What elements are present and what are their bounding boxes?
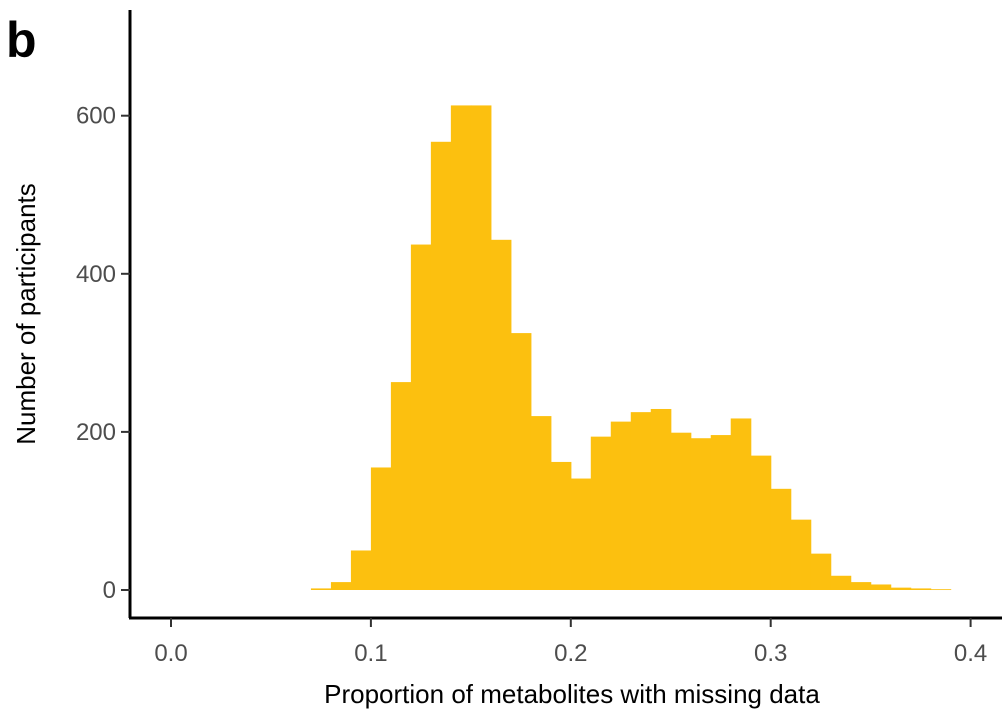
histogram-bar — [910, 588, 932, 590]
histogram-bar — [590, 436, 612, 590]
histogram-bar — [750, 455, 772, 590]
histogram-bars — [310, 105, 952, 591]
histogram-bar — [870, 584, 892, 590]
x-tick-label: 0.0 — [154, 640, 187, 667]
histogram-bar — [330, 582, 352, 590]
histogram-bar — [510, 333, 532, 590]
histogram-bar — [570, 478, 592, 590]
histogram-bar — [490, 239, 512, 590]
histogram-bar — [310, 588, 332, 590]
histogram-bar — [770, 488, 792, 590]
x-tick-label: 0.2 — [554, 640, 587, 667]
y-axis-title: Number of participants — [11, 183, 41, 445]
histogram-bar — [550, 461, 572, 590]
histogram-bar — [370, 467, 392, 590]
histogram-bar — [890, 587, 912, 590]
x-axis-title: Proportion of metabolites with missing d… — [324, 679, 820, 709]
y-tick-label: 0 — [103, 577, 116, 604]
panel-label: b — [6, 12, 37, 68]
histogram-bar — [630, 412, 652, 590]
histogram-bar — [530, 416, 552, 590]
histogram-bar — [850, 582, 872, 590]
y-tick-label: 600 — [76, 103, 116, 130]
histogram-bar — [410, 244, 432, 591]
histogram-bar — [610, 421, 632, 590]
histogram-bar — [790, 519, 812, 590]
histogram-bar — [730, 418, 752, 590]
histogram-bar — [470, 105, 492, 591]
histogram-bar — [690, 438, 712, 590]
x-axis-ticks: 0.0 0.1 0.2 0.3 0.4 — [154, 618, 987, 667]
histogram-bar — [710, 435, 732, 590]
histogram-bar — [810, 553, 832, 590]
histogram-bar — [390, 382, 412, 590]
y-tick-label: 200 — [76, 419, 116, 446]
y-axis-ticks: 0 200 400 600 — [76, 103, 130, 604]
y-tick-label: 400 — [76, 261, 116, 288]
histogram-bar — [930, 589, 952, 591]
histogram-bar — [350, 550, 372, 590]
x-tick-label: 0.1 — [354, 640, 387, 667]
histogram-bar — [430, 141, 452, 591]
histogram-bar — [830, 575, 852, 590]
histogram-bar — [650, 408, 672, 590]
x-tick-label: 0.4 — [954, 640, 987, 667]
histogram-bar — [670, 432, 692, 590]
histogram-bar — [450, 105, 472, 591]
x-tick-label: 0.3 — [754, 640, 787, 667]
